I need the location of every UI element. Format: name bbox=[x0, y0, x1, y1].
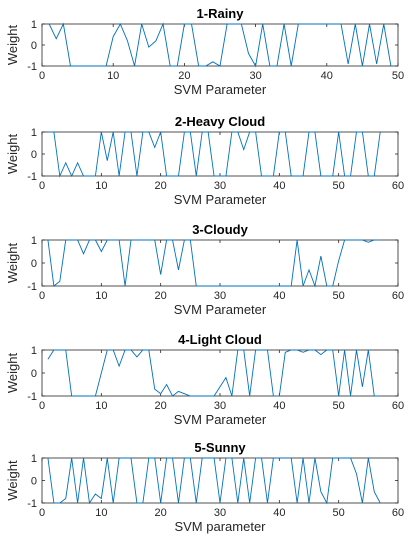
y-tick-label: 1 bbox=[31, 235, 37, 247]
series-line bbox=[47, 349, 381, 397]
y-tick-label: -1 bbox=[27, 171, 37, 183]
plot-area bbox=[41, 457, 399, 504]
x-tick-label: 20 bbox=[155, 180, 167, 192]
x-tick-label: 50 bbox=[333, 400, 345, 412]
y-tick-label: 1 bbox=[31, 453, 37, 465]
chart-title: 4-Light Cloud bbox=[178, 332, 262, 347]
x-tick-label: 0 bbox=[39, 70, 45, 82]
series-line bbox=[47, 239, 381, 288]
x-axis-label: SVM Parameter bbox=[174, 192, 267, 207]
chart-title: 2-Heavy Cloud bbox=[175, 114, 265, 129]
y-axis-label: Weight bbox=[5, 243, 20, 284]
x-tick-label: 60 bbox=[392, 180, 404, 192]
x-tick-label: 20 bbox=[155, 290, 167, 302]
x-tick-label: 30 bbox=[214, 400, 226, 412]
y-tick-label: 1 bbox=[31, 345, 37, 357]
chart-title: 1-Rainy bbox=[197, 6, 245, 21]
plot-area bbox=[41, 23, 399, 67]
y-tick-label: -1 bbox=[27, 498, 37, 510]
x-axis-label: SVM Parameter bbox=[174, 302, 267, 317]
chart-title: 5-Sunny bbox=[194, 440, 246, 455]
y-tick-label: -1 bbox=[27, 61, 37, 73]
x-tick-label: 40 bbox=[273, 507, 285, 519]
series-line bbox=[48, 22, 392, 68]
y-tick-label: 0 bbox=[31, 149, 37, 161]
y-tick-label: -1 bbox=[27, 391, 37, 403]
y-tick-label: 1 bbox=[31, 127, 37, 139]
plot-area bbox=[41, 131, 399, 177]
y-axis-label: Weight bbox=[5, 460, 20, 501]
y-axis-label: Weight bbox=[5, 25, 20, 66]
x-axis-label: SVM Parameter bbox=[174, 82, 267, 97]
y-tick-label: 0 bbox=[31, 368, 37, 380]
y-tick-label: 1 bbox=[31, 19, 37, 31]
series-line bbox=[47, 131, 381, 178]
y-tick-label: 0 bbox=[31, 258, 37, 270]
x-tick-label: 40 bbox=[273, 290, 285, 302]
x-tick-label: 20 bbox=[155, 400, 167, 412]
chart-title: 3-Cloudy bbox=[192, 222, 248, 237]
x-axis-label: SVM parameter bbox=[174, 519, 266, 534]
x-tick-label: 60 bbox=[392, 290, 404, 302]
y-axis-label: Weight bbox=[5, 134, 20, 175]
x-tick-label: 50 bbox=[333, 180, 345, 192]
x-tick-label: 0 bbox=[39, 180, 45, 192]
series-line bbox=[47, 457, 381, 505]
x-tick-label: 20 bbox=[155, 507, 167, 519]
x-tick-label: 0 bbox=[39, 400, 45, 412]
x-tick-label: 40 bbox=[273, 180, 285, 192]
x-axis-label: SVM Parameter bbox=[174, 412, 267, 427]
x-tick-label: 10 bbox=[95, 507, 107, 519]
plot-area bbox=[41, 239, 399, 287]
y-axis-label: Weight bbox=[5, 353, 20, 394]
x-tick-label: 10 bbox=[107, 70, 119, 82]
x-tick-label: 30 bbox=[214, 507, 226, 519]
x-tick-label: 10 bbox=[95, 180, 107, 192]
y-tick-label: 0 bbox=[31, 476, 37, 488]
y-tick-label: -1 bbox=[27, 281, 37, 293]
x-tick-label: 30 bbox=[249, 70, 261, 82]
x-tick-label: 60 bbox=[392, 507, 404, 519]
y-tick-label: 0 bbox=[31, 40, 37, 52]
x-tick-label: 30 bbox=[214, 290, 226, 302]
x-tick-label: 50 bbox=[333, 507, 345, 519]
x-tick-label: 10 bbox=[95, 290, 107, 302]
x-tick-label: 30 bbox=[214, 180, 226, 192]
x-tick-label: 60 bbox=[392, 400, 404, 412]
x-tick-label: 40 bbox=[321, 70, 333, 82]
x-tick-label: 40 bbox=[273, 400, 285, 412]
x-tick-label: 0 bbox=[39, 290, 45, 302]
x-tick-label: 20 bbox=[178, 70, 190, 82]
plot-area bbox=[41, 349, 399, 397]
x-tick-label: 0 bbox=[39, 507, 45, 519]
x-tick-label: 50 bbox=[333, 290, 345, 302]
x-tick-label: 10 bbox=[95, 400, 107, 412]
x-tick-label: 50 bbox=[392, 70, 404, 82]
